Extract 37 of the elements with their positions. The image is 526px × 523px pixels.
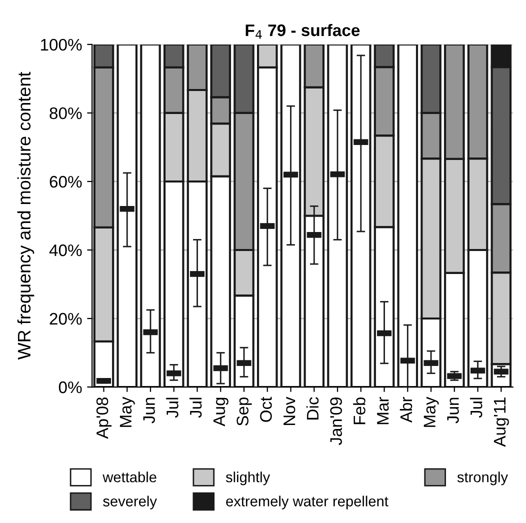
y-tick-label: 40% [49, 244, 82, 256]
x-tick-label: Dic [306, 397, 319, 420]
x-tick-label: Jul [470, 398, 482, 418]
legend-label: severely [103, 496, 157, 510]
x-tick-label: Aug'11 [494, 398, 509, 447]
x-tick-label: Abr [400, 397, 412, 423]
y-tick-label: 60% [50, 176, 82, 188]
x-tick-label: Sep [236, 397, 252, 426]
y-tick-label: 100% [40, 38, 82, 51]
legend-label: extremely water repellent [226, 496, 388, 510]
legend-label: slightly [226, 472, 270, 486]
x-tick-label: Aug [213, 398, 228, 426]
y-tick-label: 0% [58, 381, 82, 394]
x-tick-label: Ap'08 [96, 397, 112, 439]
y-axis-title: WR frequency and moisture content [17, 72, 34, 360]
legend-label: wettable [102, 472, 156, 482]
bar [116, 44, 138, 388]
x-tick-label: Nov [284, 396, 296, 426]
x-tick-label: Jan'09 [330, 398, 342, 446]
x-tick-label: Feb [353, 397, 366, 424]
bar [327, 44, 348, 388]
bar [350, 44, 372, 388]
x-tick-label: Mar [377, 397, 389, 424]
x-tick-label: Jul [166, 398, 178, 418]
x-tick-label: Jul [189, 398, 202, 418]
bar [140, 44, 161, 388]
y-tick-label: 80% [50, 107, 82, 120]
x-tick-label: Oct [260, 396, 272, 422]
bar [397, 44, 418, 388]
x-tick-label: May [424, 396, 439, 427]
legend-label: strongly [457, 472, 508, 486]
bar [280, 44, 302, 388]
y-tick-label: 20% [50, 312, 82, 325]
x-tick-label: Jun [143, 398, 155, 424]
x-tick-label: May [120, 396, 135, 427]
x-tick-label: Jun [447, 398, 459, 424]
chart-title: F$_{4}$ 79 - surface [246, 24, 360, 39]
